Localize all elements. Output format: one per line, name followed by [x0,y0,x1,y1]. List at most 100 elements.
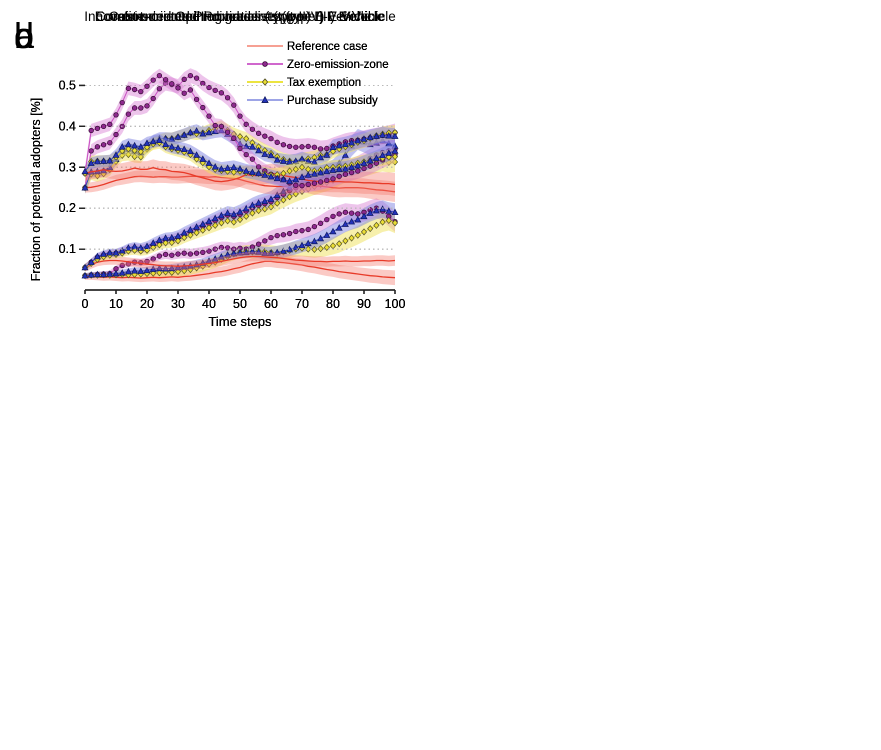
triangle-marker [168,233,176,241]
circle-marker [175,251,181,257]
circle-marker [336,173,342,179]
x-axis-label: Time steps [208,314,272,329]
circle-marker [336,211,342,217]
circle-marker [156,86,163,92]
triangle-marker [267,172,275,180]
triangle-marker [323,231,331,238]
chart-title: Comfort-oriented Individualists (type I)… [96,9,385,24]
y-tick-label: 0.2 [59,201,76,215]
circle-marker [175,85,181,91]
triangle-marker [211,163,219,170]
x-tick-label: 30 [171,297,185,311]
circle-marker [193,75,200,81]
circle-marker [218,123,225,130]
triangle-marker [236,208,244,215]
circle-marker [181,90,187,96]
triangle-marker [81,167,89,175]
x-tick-label: 100 [385,297,406,311]
panel-letter-d: d [14,15,34,56]
circle-marker [305,181,311,188]
x-tick-label: 40 [202,297,216,311]
triangle-marker [329,143,337,150]
circle-marker [218,90,225,96]
legend-label: Tax exemption [287,77,361,89]
triangle-marker [385,207,393,214]
x-tick-label: 20 [140,297,154,311]
x-tick-label: 20 [140,297,154,311]
triangle-marker [93,270,101,278]
circle-marker [150,95,156,102]
circle-marker [88,148,94,154]
y-tick-label: 0.2 [59,201,76,215]
y-tick-label: 0.1 [59,242,76,256]
triangle-marker [211,255,219,262]
x-tick-label: 0 [82,297,89,311]
triangle-marker [255,248,263,255]
triangle-marker [317,153,325,161]
y-tick-label: 0.3 [59,160,76,174]
circle-marker [156,72,163,79]
x-tick-label: 90 [357,297,371,311]
triangle-marker [298,241,306,249]
diamond-marker [391,153,399,161]
triangle-marker [211,127,219,135]
triangle-marker [341,165,349,172]
triangle-marker [248,168,256,175]
x-tick-label: 60 [264,297,278,311]
triangle-marker [341,140,349,148]
diamond-marker [286,167,293,175]
panel-letter-b: b [14,15,34,56]
band-reference-case [85,251,395,272]
triangle-marker [379,131,387,138]
triangle-marker [341,151,349,158]
circle-marker [150,256,156,262]
x-tick-label: 70 [295,297,309,311]
diamond-marker [305,245,312,253]
triangle-marker [81,271,89,279]
diamond-marker [267,203,275,211]
circle-marker [212,87,218,94]
circle-marker [317,220,324,226]
diamond-marker [125,145,132,153]
y-tick-label: 0.5 [59,78,76,92]
triangle-marker [329,166,337,173]
triangle-marker [112,249,120,256]
triangle-marker [217,253,225,260]
triangle-marker [81,183,89,191]
triangle-marker [217,165,225,172]
x-tick-label: 100 [385,297,406,311]
triangle-marker [273,156,281,163]
triangle-marker [279,157,287,164]
circle-marker [348,169,355,176]
diamond-marker [249,209,256,217]
diamond-marker [162,239,169,247]
circle-marker [299,228,305,234]
circle-marker [342,171,349,177]
band-purchase-subsidy [85,129,395,271]
circle-marker [169,81,175,87]
circle-marker [88,127,94,134]
circle-marker [262,133,268,139]
diamond-marker [274,199,281,207]
triangle-marker [131,141,139,149]
legend-label: Tax exemption [287,77,361,89]
y-tick-label: 0.5 [59,78,76,92]
triangle-marker [385,132,393,139]
x-tick-label: 70 [295,297,309,311]
circle-marker [107,121,113,127]
circle-marker [293,228,299,235]
diamond-marker [280,196,287,204]
triangle-marker [143,266,151,274]
band-zero-emission-zone [85,198,395,279]
x-tick-label: 30 [171,297,185,311]
triangle-marker [317,234,325,242]
circle-marker [193,250,200,256]
y-tick-label: 0.5 [59,78,76,92]
diamond-marker [131,146,138,155]
y-tick-label: 0.4 [59,119,76,133]
diamond-marker [181,234,188,242]
diamond-marker [187,231,194,239]
diamond-marker [261,205,268,213]
circle-marker [299,144,305,150]
